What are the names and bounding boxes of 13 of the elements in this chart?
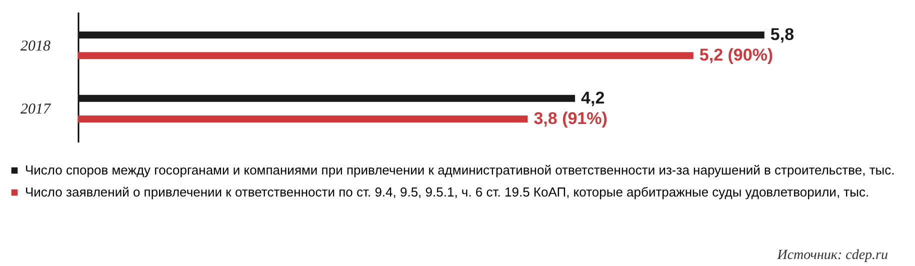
legend-label: Число споров между госорганами и компаниями при привлечении к административной ответственности из-за нарушений в строительстве, тыс. (25, 162, 895, 178)
data-label: 3,8 (91%) (534, 109, 608, 128)
bar (78, 52, 694, 60)
bar (78, 116, 528, 123)
data-label: 4,2 (581, 88, 605, 108)
text: Источник: cdep.ru (776, 248, 888, 263)
y-tick-label: 2018 (20, 38, 51, 54)
y-tick-label: 2017 (20, 102, 52, 118)
legend-label: Число заявлений о привлечении к ответственности по ст. 9.4, 9.5, 9.5.1, ч. 6 ст. 19.5 КоАП, которые арбитражные суды удовлетворили, тыс. (25, 184, 870, 200)
bar (78, 94, 576, 102)
data-label: 5,8 (770, 24, 794, 44)
data-label: 5,2 (90%) (699, 46, 774, 65)
bar (78, 31, 764, 38)
